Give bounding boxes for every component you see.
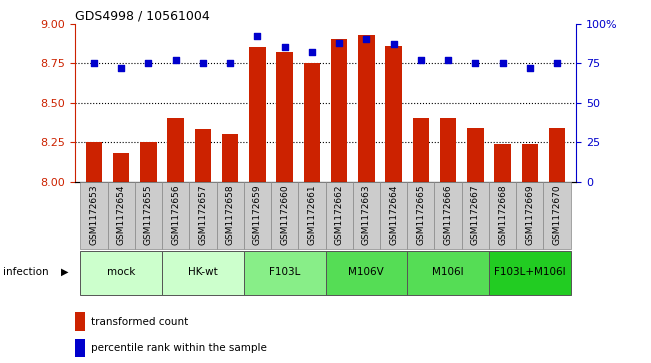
Bar bbox=[326, 251, 408, 295]
Bar bbox=[167, 118, 184, 182]
Bar bbox=[385, 46, 402, 182]
Point bbox=[361, 36, 372, 42]
Bar bbox=[75, 313, 85, 331]
Bar bbox=[413, 118, 429, 182]
Text: infection: infection bbox=[3, 267, 49, 277]
Text: GSM1172666: GSM1172666 bbox=[443, 185, 452, 245]
Bar bbox=[162, 251, 243, 295]
Point bbox=[143, 60, 154, 66]
Text: ▶: ▶ bbox=[61, 267, 68, 277]
Bar bbox=[80, 182, 107, 249]
Bar bbox=[195, 129, 211, 182]
Bar bbox=[277, 52, 293, 182]
Bar bbox=[86, 142, 102, 182]
Point bbox=[279, 44, 290, 50]
Point bbox=[415, 57, 426, 63]
Text: GSM1172668: GSM1172668 bbox=[498, 185, 507, 245]
Bar bbox=[113, 153, 130, 182]
Bar bbox=[440, 118, 456, 182]
Point bbox=[497, 60, 508, 66]
Point bbox=[198, 60, 208, 66]
Point bbox=[225, 60, 236, 66]
Point bbox=[525, 65, 535, 71]
Point bbox=[443, 57, 453, 63]
Text: GSM1172667: GSM1172667 bbox=[471, 185, 480, 245]
Text: GSM1172656: GSM1172656 bbox=[171, 185, 180, 245]
Bar bbox=[408, 251, 489, 295]
Point bbox=[334, 40, 344, 45]
Point bbox=[89, 60, 99, 66]
Text: mock: mock bbox=[107, 267, 135, 277]
Point bbox=[252, 33, 262, 39]
Text: GSM1172657: GSM1172657 bbox=[199, 185, 208, 245]
Text: GSM1172654: GSM1172654 bbox=[117, 185, 126, 245]
Bar bbox=[353, 182, 380, 249]
Bar bbox=[162, 182, 189, 249]
Bar bbox=[544, 182, 571, 249]
Bar bbox=[222, 134, 238, 182]
Text: GSM1172670: GSM1172670 bbox=[553, 185, 562, 245]
Text: GSM1172664: GSM1172664 bbox=[389, 185, 398, 245]
Bar bbox=[467, 128, 484, 182]
Text: GSM1172660: GSM1172660 bbox=[280, 185, 289, 245]
Text: F103L: F103L bbox=[269, 267, 300, 277]
Bar bbox=[462, 182, 489, 249]
Text: HK-wt: HK-wt bbox=[188, 267, 218, 277]
Bar bbox=[271, 182, 298, 249]
Bar bbox=[408, 182, 434, 249]
Bar bbox=[217, 182, 243, 249]
Bar bbox=[358, 34, 374, 182]
Text: GSM1172661: GSM1172661 bbox=[307, 185, 316, 245]
Bar bbox=[249, 47, 266, 182]
Text: GSM1172655: GSM1172655 bbox=[144, 185, 153, 245]
Bar bbox=[489, 182, 516, 249]
Bar bbox=[494, 144, 511, 182]
Point bbox=[552, 60, 562, 66]
Point bbox=[389, 41, 399, 47]
Text: GSM1172663: GSM1172663 bbox=[362, 185, 371, 245]
Text: GDS4998 / 10561004: GDS4998 / 10561004 bbox=[75, 9, 210, 23]
Bar bbox=[107, 182, 135, 249]
Bar bbox=[140, 142, 157, 182]
Text: percentile rank within the sample: percentile rank within the sample bbox=[91, 343, 268, 353]
Bar bbox=[489, 251, 571, 295]
Bar bbox=[189, 182, 217, 249]
Text: GSM1172662: GSM1172662 bbox=[335, 185, 344, 245]
Text: GSM1172665: GSM1172665 bbox=[417, 185, 425, 245]
Bar bbox=[521, 144, 538, 182]
Bar bbox=[549, 128, 565, 182]
Bar bbox=[135, 182, 162, 249]
Point bbox=[171, 57, 181, 63]
Bar bbox=[298, 182, 326, 249]
Bar bbox=[243, 251, 326, 295]
Bar bbox=[434, 182, 462, 249]
Text: GSM1172669: GSM1172669 bbox=[525, 185, 534, 245]
Text: GSM1172653: GSM1172653 bbox=[89, 185, 98, 245]
Bar bbox=[380, 182, 408, 249]
Text: GSM1172658: GSM1172658 bbox=[226, 185, 234, 245]
Text: M106I: M106I bbox=[432, 267, 464, 277]
Bar bbox=[75, 339, 85, 357]
Text: transformed count: transformed count bbox=[91, 317, 189, 327]
Bar bbox=[243, 182, 271, 249]
Bar bbox=[304, 63, 320, 182]
Text: M106V: M106V bbox=[348, 267, 384, 277]
Point bbox=[470, 60, 480, 66]
Text: GSM1172659: GSM1172659 bbox=[253, 185, 262, 245]
Bar bbox=[331, 39, 347, 182]
Point bbox=[307, 49, 317, 55]
Bar bbox=[326, 182, 353, 249]
Point bbox=[116, 65, 126, 71]
Bar bbox=[80, 251, 162, 295]
Bar bbox=[516, 182, 544, 249]
Text: F103L+M106I: F103L+M106I bbox=[494, 267, 566, 277]
